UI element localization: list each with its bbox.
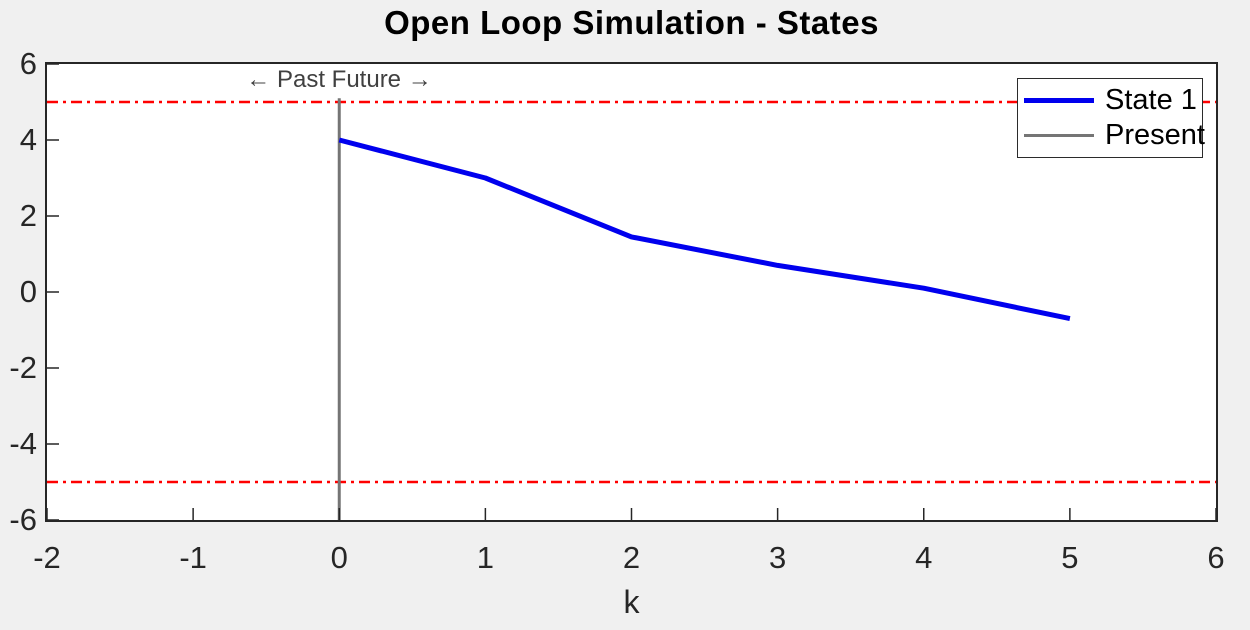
plot-area: ← Past Future → State 1 Present: [45, 62, 1218, 522]
x-tick-label: -2: [33, 540, 61, 575]
x-tick-label: 4: [915, 540, 933, 575]
x-tick-label: 1: [476, 540, 494, 575]
y-tick-label: 4: [19, 122, 37, 157]
legend-item-state-1: State 1: [1018, 83, 1202, 118]
x-axis-label: k: [623, 584, 640, 620]
y-tick-label: -6: [9, 502, 37, 537]
x-tick-label: 3: [769, 540, 787, 575]
x-tick-label: 5: [1061, 540, 1079, 575]
x-tick-label: 2: [622, 540, 641, 575]
legend: State 1 Present: [1017, 78, 1205, 158]
x-tick-label: -1: [179, 540, 207, 575]
series-line-state-1: [338, 137, 1071, 322]
chart-title: Open Loop Simulation - States: [384, 4, 879, 41]
y-tick-label: 2: [19, 198, 37, 233]
y-tick-label: 0: [19, 274, 37, 309]
legend-label-present: Present: [1105, 119, 1205, 151]
y-tick-label: 6: [19, 46, 37, 81]
legend-label-state-1: State 1: [1105, 84, 1197, 116]
x-tick-label: 0: [330, 540, 348, 575]
past-future-annotation: ← Past Future →: [246, 66, 432, 93]
state-1-line-sample: [1024, 98, 1094, 103]
x-tick-label: 6: [1207, 540, 1225, 575]
plot-canvas: [47, 64, 1216, 520]
y-tick-label: -2: [9, 350, 37, 385]
y-tick-label: -4: [9, 426, 37, 461]
legend-item-present: Present: [1018, 118, 1205, 153]
present-line-sample: [1024, 134, 1094, 137]
